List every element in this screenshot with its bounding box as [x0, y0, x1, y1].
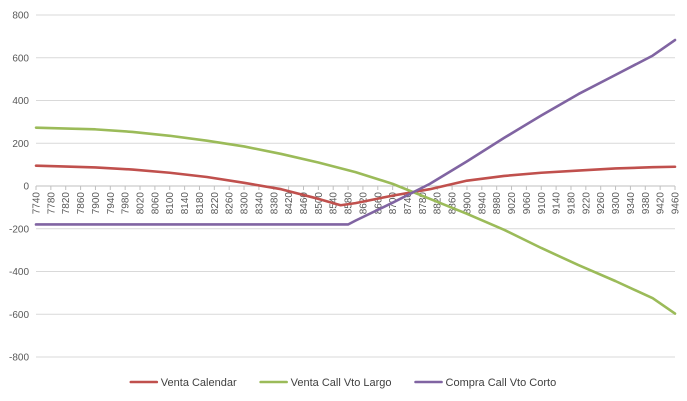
legend-label-1: Venta Calendar — [161, 377, 237, 389]
x-tick-label: 8140 — [180, 192, 191, 215]
x-tick-label: 7740 — [32, 192, 43, 215]
grid — [36, 14, 675, 358]
legend-label-2: Venta Call Vto Largo — [291, 377, 392, 389]
x-tick-label: 9100 — [537, 192, 548, 215]
y-tick-label: -600 — [9, 310, 29, 321]
x-tick-label: 9420 — [656, 192, 667, 215]
y-tick-label: 800 — [12, 11, 29, 22]
x-tick-label: 8500 — [314, 192, 325, 215]
legend: Venta Calendar Venta Call Vto Largo Compra… — [129, 377, 557, 389]
legend-label-3: Compra Call Vto Corto — [446, 377, 557, 389]
x-tick-label: 8980 — [492, 192, 503, 215]
x-tick-label: 8300 — [240, 192, 251, 215]
y-tick-label: -800 — [9, 353, 29, 364]
x-tick-label: 9060 — [522, 192, 533, 215]
x-tick-label: 7900 — [91, 192, 102, 215]
x-tick-label: 8660 — [373, 192, 384, 215]
x-tick-label: 8260 — [225, 192, 236, 215]
y-tick-label: 600 — [12, 53, 29, 64]
x-tick-label: 8100 — [165, 192, 176, 215]
x-tick-label: 9340 — [626, 192, 637, 215]
x-tick-label: 8860 — [448, 192, 459, 215]
series-lines — [34, 38, 677, 315]
x-tick-label: 8460 — [299, 192, 310, 215]
x-tick-label: 8060 — [150, 192, 161, 215]
series-line-3 — [34, 38, 677, 226]
x-tick-label: 9020 — [507, 192, 518, 215]
y-tick-label: 0 — [23, 182, 29, 193]
x-tick-label: 8380 — [269, 192, 280, 215]
x-tick-label: 8620 — [358, 192, 369, 215]
x-tick-label: 9380 — [641, 192, 652, 215]
series-line-2 — [34, 126, 677, 315]
x-tick-label: 7780 — [46, 192, 57, 215]
x-tick-label: 9220 — [581, 192, 592, 215]
y-tick-label: -400 — [9, 267, 29, 278]
series-line-1 — [34, 164, 677, 207]
y-axis: -800 -600 -400 -200 0 200 400 600 800 — [9, 11, 29, 364]
y-tick-label: -200 — [9, 224, 29, 235]
x-tick-label: 7860 — [76, 192, 87, 215]
x-tick-label: 8940 — [477, 192, 488, 215]
x-tick-label: 9460 — [671, 192, 682, 215]
x-tick-label: 8340 — [254, 192, 265, 215]
x-tick-label: 9180 — [566, 192, 577, 215]
x-tick-label: 9140 — [552, 192, 563, 215]
x-tick-label: 9300 — [611, 192, 622, 215]
x-tick-label: 8740 — [403, 192, 414, 215]
x-tick-label: 8220 — [210, 192, 221, 215]
x-tick-label: 7940 — [106, 192, 117, 215]
x-axis: 7740 7780 7820 7860 7900 7940 7980 8020 8060 8100… — [32, 186, 682, 214]
x-tick-label: 8780 — [418, 192, 429, 215]
y-tick-label: 400 — [12, 96, 29, 107]
x-tick-label: 8180 — [195, 192, 206, 215]
x-tick-label: 7980 — [121, 192, 132, 215]
x-tick-label: 9260 — [596, 192, 607, 215]
x-tick-label: 8420 — [284, 192, 295, 215]
x-tick-label: 8020 — [136, 192, 147, 215]
x-tick-label: 8900 — [462, 192, 473, 215]
x-tick-label: 7820 — [61, 192, 72, 215]
y-tick-label: 200 — [12, 139, 29, 150]
